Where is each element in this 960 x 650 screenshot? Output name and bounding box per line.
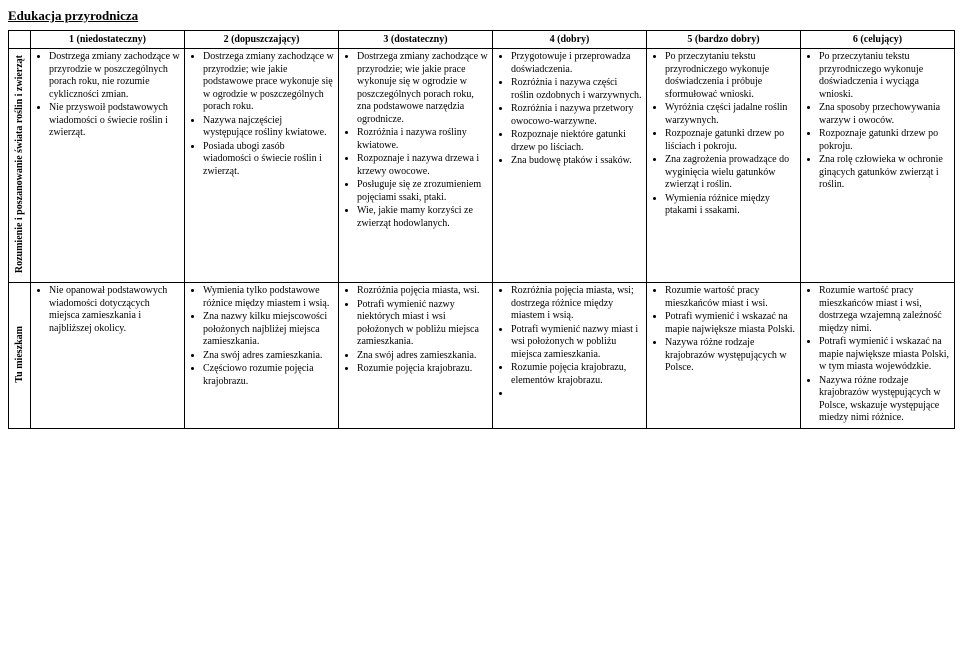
page-title: Edukacja przyrodnicza (8, 8, 952, 24)
header-blank (9, 31, 31, 49)
list-item: Zna budowę ptaków i ssaków. (511, 155, 642, 168)
row-label: Tu mieszkam (9, 283, 31, 429)
list-item: Zna zagrożenia prowadzące do wyginięcia … (665, 154, 796, 192)
grade-cell: Wymienia tylko podstawowe różnice między… (185, 283, 339, 429)
list-item: Rozumie wartość pracy mieszkańców miast … (665, 285, 796, 310)
table-row: Tu mieszkam Nie opanował podstawowych wia… (9, 283, 955, 429)
table-header-row: 1 (niedostateczny) 2 (dopuszczający) 3 (… (9, 31, 955, 49)
row-label-text: Rozumienie i poszanowanie świata roślin … (14, 49, 25, 279)
header-6: 6 (celujący) (801, 31, 955, 49)
list-item: Przygotowuje i przeprowadza doświadczeni… (511, 51, 642, 76)
list-item: Rozpoznaje i nazywa drzewa i krzewy owoc… (357, 153, 488, 178)
list-item: Nie przyswoił podstawowych wiadomości o … (49, 102, 180, 140)
list-item: Zna nazwy kilku miejscowości położonych … (203, 311, 334, 349)
criteria-list: Rozumie wartość pracy mieszkańców miast … (805, 285, 950, 425)
row-label: Rozumienie i poszanowanie świata roślin … (9, 49, 31, 283)
header-3: 3 (dostateczny) (339, 31, 493, 49)
criteria-list: Dostrzega zmiany zachodzące w przyrodzie… (35, 51, 180, 140)
criteria-list: Przygotowuje i przeprowadza doświadczeni… (497, 51, 642, 168)
list-item: Po przeczytaniu tekstu przyrodniczego wy… (819, 51, 950, 101)
list-item: Zna swój adres zamieszkania. (203, 350, 334, 363)
grade-cell: Po przeczytaniu tekstu przyrodniczego wy… (647, 49, 801, 283)
list-item: Nie opanował podstawowych wiadomości dot… (49, 285, 180, 335)
list-item: Rozpoznaje gatunki drzew po liściach i p… (665, 128, 796, 153)
list-item: Dostrzega zmiany zachodzące w przyrodzie… (203, 51, 334, 114)
list-item: Potrafi wymienić nazwy niektórych miast … (357, 299, 488, 349)
list-item: Wymienia różnice między ptakami i ssakam… (665, 193, 796, 218)
header-4: 4 (dobry) (493, 31, 647, 49)
list-item: Posiada ubogi zasób wiadomości o świecie… (203, 141, 334, 179)
list-item: Zna swój adres zamieszkania. (357, 350, 488, 363)
header-1: 1 (niedostateczny) (31, 31, 185, 49)
list-item: Po przeczytaniu tekstu przyrodniczego wy… (665, 51, 796, 101)
list-item: Wie, jakie mamy korzyści ze zwierząt hod… (357, 205, 488, 230)
row-label-text: Tu mieszkam (14, 320, 25, 389)
list-item: Rozróżnia i nazywa części roślin ozdobny… (511, 77, 642, 102)
list-item: Potrafi wymienić nazwy miast i wsi położ… (511, 324, 642, 362)
header-5: 5 (bardzo dobry) (647, 31, 801, 49)
list-item: Nazywa najczęściej występujące rośliny k… (203, 115, 334, 140)
list-item: Dostrzega zmiany zachodzące w przyrodzie… (49, 51, 180, 101)
list-item: Wyróżnia części jadalne roślin warzywnyc… (665, 102, 796, 127)
list-item: Rozróżnia pojęcia miasta, wsi. (357, 285, 488, 298)
list-item: Nazywa różne rodzaje krajobrazów występu… (665, 337, 796, 375)
criteria-list: Rozróżnia pojęcia miasta, wsi; dostrzega… (497, 285, 642, 401)
list-item: Nazywa różne rodzaje krajobrazów występu… (819, 375, 950, 425)
grade-cell: Dostrzega zmiany zachodzące w przyrodzie… (31, 49, 185, 283)
list-item: Potrafi wymienić i wskazać na mapie najw… (665, 311, 796, 336)
criteria-list: Rozróżnia pojęcia miasta, wsi.Potrafi wy… (343, 285, 488, 376)
table-row: Rozumienie i poszanowanie świata roślin … (9, 49, 955, 283)
grade-cell: Rozumie wartość pracy mieszkańców miast … (647, 283, 801, 429)
criteria-list: Po przeczytaniu tekstu przyrodniczego wy… (805, 51, 950, 192)
list-item: Dostrzega zmiany zachodzące w przyrodzie… (357, 51, 488, 126)
criteria-list: Dostrzega zmiany zachodzące w przyrodzie… (343, 51, 488, 230)
list-item: Rozróżnia i nazywa przetwory owocowo-war… (511, 103, 642, 128)
list-item: Rozumie wartość pracy mieszkańców miast … (819, 285, 950, 335)
grade-cell: Po przeczytaniu tekstu przyrodniczego wy… (801, 49, 955, 283)
list-item: Rozróżnia pojęcia miasta, wsi; dostrzega… (511, 285, 642, 323)
header-2: 2 (dopuszczający) (185, 31, 339, 49)
grade-cell: Nie opanował podstawowych wiadomości dot… (31, 283, 185, 429)
list-item: Zna rolę człowieka w ochronie ginących g… (819, 154, 950, 192)
criteria-list: Po przeczytaniu tekstu przyrodniczego wy… (651, 51, 796, 218)
list-item: Wymienia tylko podstawowe różnice między… (203, 285, 334, 310)
grade-cell: Rozróżnia pojęcia miasta, wsi; dostrzega… (493, 283, 647, 429)
list-item: Posługuje się ze zrozumieniem pojęciami … (357, 179, 488, 204)
criteria-list: Rozumie wartość pracy mieszkańców miast … (651, 285, 796, 375)
list-item: Rozpoznaje gatunki drzew po pokroju. (819, 128, 950, 153)
grade-cell: Dostrzega zmiany zachodzące w przyrodzie… (185, 49, 339, 283)
list-item (511, 388, 642, 401)
grade-cell: Przygotowuje i przeprowadza doświadczeni… (493, 49, 647, 283)
list-item: Rozpoznaje niektóre gatunki drzew po liś… (511, 129, 642, 154)
list-item: Zna sposoby przechowywania warzyw i owoc… (819, 102, 950, 127)
grading-table: 1 (niedostateczny) 2 (dopuszczający) 3 (… (8, 30, 955, 429)
list-item: Rozumie pojęcia krajobrazu. (357, 363, 488, 376)
grade-cell: Rozumie wartość pracy mieszkańców miast … (801, 283, 955, 429)
criteria-list: Wymienia tylko podstawowe różnice między… (189, 285, 334, 388)
criteria-list: Nie opanował podstawowych wiadomości dot… (35, 285, 180, 335)
list-item: Rozumie pojęcia krajobrazu, elementów kr… (511, 362, 642, 387)
list-item: Potrafi wymienić i wskazać na mapie najw… (819, 336, 950, 374)
grade-cell: Rozróżnia pojęcia miasta, wsi.Potrafi wy… (339, 283, 493, 429)
list-item: Częściowo rozumie pojęcia krajobrazu. (203, 363, 334, 388)
list-item: Rozróżnia i nazywa rośliny kwiatowe. (357, 127, 488, 152)
grade-cell: Dostrzega zmiany zachodzące w przyrodzie… (339, 49, 493, 283)
criteria-list: Dostrzega zmiany zachodzące w przyrodzie… (189, 51, 334, 178)
